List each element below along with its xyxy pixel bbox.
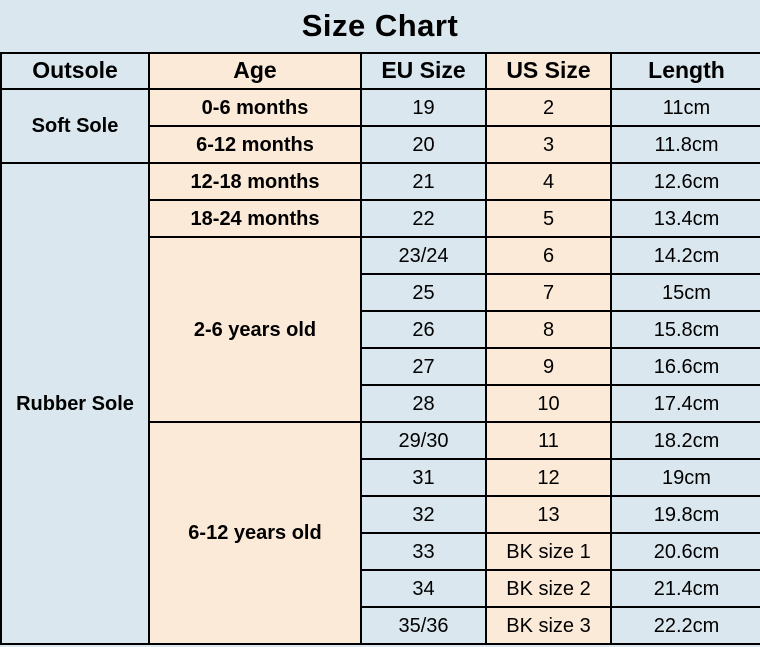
- us-size-cell: 10: [485, 384, 612, 423]
- table-row: 32 13 19.8cm: [1, 495, 760, 534]
- eu-size-cell: 22: [360, 199, 487, 238]
- length-cell: 19cm: [610, 458, 760, 497]
- table-row: 34 BK size 2 21.4cm: [1, 569, 760, 608]
- table-row: 28 10 17.4cm: [1, 384, 760, 423]
- table-row: 33 BK size 1 20.6cm: [1, 532, 760, 571]
- us-size-cell: 6: [485, 236, 612, 275]
- header-age: Age: [148, 52, 362, 90]
- age-cell: 6-12 years old: [148, 421, 362, 645]
- table-row: 6-12 years old 29/30 11 18.2cm: [1, 421, 760, 645]
- length-cell: 19.8cm: [610, 495, 760, 534]
- length-cell: 16.6cm: [610, 347, 760, 386]
- table-row: 26 8 15.8cm: [1, 310, 760, 349]
- length-cell: 12.6cm: [610, 162, 760, 201]
- header-row: Outsole Age EU Size US Size Length: [0, 52, 760, 90]
- length-cell: 15.8cm: [610, 310, 760, 349]
- us-size-cell: 7: [485, 273, 612, 312]
- age-cell: 0-6 months: [148, 88, 362, 127]
- age-cell: 12-18 months: [148, 162, 362, 201]
- us-size-cell: 13: [485, 495, 612, 534]
- header-us-size: US Size: [485, 52, 612, 90]
- eu-size-cell: 26: [360, 310, 487, 349]
- outsole-cell: Rubber Sole: [0, 162, 150, 645]
- length-cell: 11.8cm: [610, 125, 760, 164]
- eu-size-cell: 20: [360, 125, 487, 164]
- us-size-cell: 8: [485, 310, 612, 349]
- us-size-cell: 9: [485, 347, 612, 386]
- header-eu-size: EU Size: [360, 52, 487, 90]
- table-row: Rubber Sole 12-18 months 21 4 12.6cm: [0, 162, 760, 645]
- eu-size-cell: 29/30: [360, 421, 487, 460]
- eu-size-cell: 23/24: [360, 236, 487, 275]
- eu-size-cell: 31: [360, 458, 487, 497]
- length-cell: 14.2cm: [610, 236, 760, 275]
- eu-size-cell: 21: [360, 162, 487, 201]
- table-row: 2-6 years old 23/24 6 14.2cm: [1, 236, 760, 423]
- eu-size-cell: 28: [360, 384, 487, 423]
- table-row: 27 9 16.6cm: [1, 347, 760, 386]
- us-size-cell: BK size 3: [485, 606, 612, 645]
- us-size-cell: 3: [485, 125, 612, 164]
- us-size-cell: 2: [485, 88, 612, 127]
- length-cell: 17.4cm: [610, 384, 760, 423]
- length-cell: 11cm: [610, 88, 760, 127]
- age-cell: 2-6 years old: [148, 236, 362, 423]
- page-title: Size Chart: [301, 8, 459, 43]
- eu-size-cell: 35/36: [360, 606, 487, 645]
- header-length: Length: [610, 52, 760, 90]
- eu-size-cell: 25: [360, 273, 487, 312]
- table-row: 18-24 months 22 5 13.4cm: [1, 199, 760, 238]
- eu-size-cell: 33: [360, 532, 487, 571]
- length-cell: 15cm: [610, 273, 760, 312]
- outsole-cell: Soft Sole: [0, 88, 150, 164]
- eu-size-cell: 32: [360, 495, 487, 534]
- table-row: Soft Sole 0-6 months 19 2 11cm: [0, 88, 760, 164]
- age-cell: 18-24 months: [148, 199, 362, 238]
- us-size-cell: BK size 2: [485, 569, 612, 608]
- length-cell: 18.2cm: [610, 421, 760, 460]
- length-cell: 21.4cm: [610, 569, 760, 608]
- table-row: 31 12 19cm: [1, 458, 760, 497]
- table-row: 6-12 months 20 3 11.8cm: [1, 125, 760, 164]
- us-size-cell: BK size 1: [485, 532, 612, 571]
- table-row: 25 7 15cm: [1, 273, 760, 312]
- eu-size-cell: 19: [360, 88, 487, 127]
- eu-size-cell: 27: [360, 347, 487, 386]
- age-cell: 6-12 months: [148, 125, 362, 164]
- length-cell: 20.6cm: [610, 532, 760, 571]
- length-cell: 13.4cm: [610, 199, 760, 238]
- us-size-cell: 12: [485, 458, 612, 497]
- us-size-cell: 11: [485, 421, 612, 460]
- size-chart-table: Outsole Age EU Size US Size Length Soft …: [0, 52, 760, 645]
- length-cell: 22.2cm: [610, 606, 760, 645]
- us-size-cell: 4: [485, 162, 612, 201]
- header-outsole: Outsole: [0, 52, 150, 90]
- us-size-cell: 5: [485, 199, 612, 238]
- eu-size-cell: 34: [360, 569, 487, 608]
- table-row: 35/36 BK size 3 22.2cm: [1, 606, 760, 645]
